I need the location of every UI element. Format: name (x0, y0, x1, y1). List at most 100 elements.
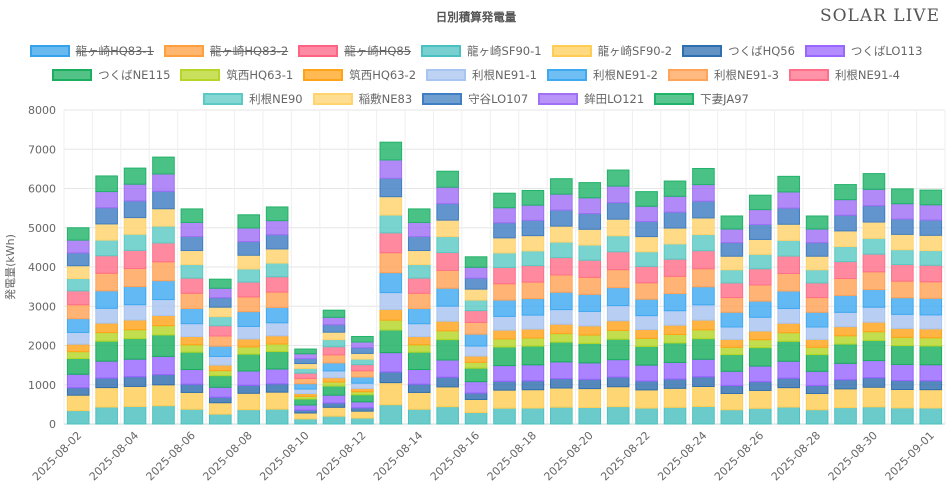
bar-segment-series-14[interactable] (635, 251, 658, 267)
bar-segment-series-14[interactable] (891, 249, 914, 266)
bar-segment-series-6[interactable] (351, 401, 374, 409)
bar-segment-series-3[interactable] (180, 408, 204, 425)
bar-stack[interactable] (407, 208, 431, 425)
bar-segment-series-11[interactable] (606, 287, 630, 307)
bar-segment-series-9[interactable] (891, 327, 914, 338)
bar-stack[interactable] (834, 184, 857, 425)
bar-segment-series-15[interactable] (123, 217, 147, 235)
bar-stack[interactable] (379, 141, 403, 425)
bar-segment-series-13[interactable] (748, 268, 772, 286)
bar-segment-series-4[interactable] (95, 387, 118, 408)
bar-segment-series-6[interactable] (748, 365, 772, 383)
bar-segment-series-7[interactable] (265, 351, 289, 370)
bar-segment-series-3[interactable] (379, 404, 403, 425)
bar-segment-series-17[interactable] (521, 204, 545, 221)
bar-segment-series-7[interactable] (379, 329, 403, 354)
bar-segment-series-6[interactable] (635, 364, 658, 382)
bar-segment-series-8[interactable] (862, 331, 886, 341)
bar-segment-series-5[interactable] (692, 376, 715, 388)
bar-segment-series-14[interactable] (663, 243, 687, 260)
bar-segment-series-12[interactable] (663, 275, 687, 295)
bar-segment-series-12[interactable] (748, 284, 772, 302)
bar-segment-series-14[interactable] (294, 367, 317, 374)
bar-stack[interactable] (123, 167, 147, 425)
bar-segment-series-3[interactable] (351, 417, 374, 425)
bar-segment-series-18[interactable] (663, 180, 687, 197)
bar-segment-series-14[interactable] (578, 244, 602, 261)
bar-segment-series-6[interactable] (265, 368, 289, 385)
bar-segment-series-16[interactable] (919, 219, 943, 236)
bar-segment-series-11[interactable] (663, 293, 687, 312)
bar-segment-series-5[interactable] (407, 383, 431, 393)
bar-segment-series-8[interactable] (521, 337, 545, 347)
bar-segment-series-16[interactable] (748, 224, 772, 240)
bar-segment-series-8[interactable] (805, 346, 829, 356)
bar-segment-series-15[interactable] (862, 221, 886, 239)
bar-segment-series-12[interactable] (294, 377, 317, 385)
bar-segment-series-5[interactable] (521, 380, 545, 391)
bar-segment-series-9[interactable] (635, 329, 658, 339)
bar-segment-series-8[interactable] (493, 338, 516, 348)
bar-segment-series-17[interactable] (66, 239, 90, 254)
bar-segment-series-8[interactable] (407, 344, 431, 353)
bar-segment-series-3[interactable] (891, 407, 914, 425)
legend-item-5[interactable]: つくばHQ56 (682, 43, 795, 59)
bar-segment-series-9[interactable] (692, 319, 715, 331)
bar-stack[interactable] (891, 188, 914, 425)
bar-segment-series-18[interactable] (436, 170, 459, 188)
bar-segment-series-4[interactable] (123, 385, 147, 407)
bar-segment-series-6[interactable] (919, 364, 943, 382)
bar-segment-series-3[interactable] (407, 408, 431, 425)
bar-segment-series-4[interactable] (237, 392, 261, 411)
bar-segment-series-4[interactable] (294, 412, 317, 420)
legend-item-9[interactable]: 筑西HQ63-2 (303, 67, 416, 83)
bar-segment-series-8[interactable] (692, 329, 715, 340)
bar-stack[interactable] (550, 178, 573, 425)
bar-segment-series-7[interactable] (237, 353, 261, 372)
bar-stack[interactable] (805, 215, 829, 425)
legend-item-6[interactable]: つくばLO113 (804, 43, 922, 59)
bar-segment-series-8[interactable] (237, 346, 261, 355)
bar-segment-series-18[interactable] (95, 175, 118, 193)
bar-segment-series-12[interactable] (919, 281, 943, 299)
bar-segment-series-18[interactable] (379, 141, 403, 161)
bar-segment-series-9[interactable] (123, 319, 147, 331)
bar-segment-series-18[interactable] (606, 169, 630, 187)
bar-segment-series-7[interactable] (322, 385, 346, 396)
bar-segment-series-5[interactable] (748, 381, 772, 391)
bar-segment-series-4[interactable] (748, 389, 772, 409)
bar-segment-series-10[interactable] (123, 304, 147, 321)
bar-segment-series-3[interactable] (209, 413, 232, 425)
bar-segment-series-14[interactable] (805, 269, 829, 284)
bar-stack[interactable] (777, 175, 800, 425)
bar-segment-series-9[interactable] (407, 336, 431, 346)
bar-segment-series-6[interactable] (209, 386, 232, 398)
bar-segment-series-5[interactable] (720, 385, 744, 394)
bar-segment-series-9[interactable] (237, 338, 261, 348)
bar-segment-series-12[interactable] (464, 321, 488, 335)
bar-segment-series-10[interactable] (692, 304, 715, 321)
bar-segment-series-6[interactable] (550, 361, 573, 380)
bar-segment-series-4[interactable] (152, 384, 175, 407)
bar-segment-series-17[interactable] (578, 197, 602, 215)
bar-segment-series-15[interactable] (919, 234, 943, 252)
bar-segment-series-14[interactable] (436, 236, 459, 254)
bar-segment-series-14[interactable] (464, 299, 488, 312)
bar-segment-series-3[interactable] (862, 406, 886, 425)
bar-segment-series-8[interactable] (891, 336, 914, 347)
bar-segment-series-8[interactable] (265, 343, 289, 353)
bar-segment-series-3[interactable] (606, 406, 630, 425)
legend-item-3[interactable]: 龍ヶ崎SF90-1 (421, 43, 542, 59)
bar-stack[interactable] (265, 206, 289, 425)
bar-segment-series-7[interactable] (351, 394, 374, 403)
bar-segment-series-8[interactable] (748, 339, 772, 349)
bar-segment-series-13[interactable] (322, 346, 346, 356)
bar-segment-series-12[interactable] (720, 297, 744, 313)
bar-segment-series-5[interactable] (777, 377, 800, 389)
bar-segment-series-7[interactable] (436, 339, 459, 361)
bar-segment-series-10[interactable] (436, 305, 459, 322)
bar-segment-series-17[interactable] (351, 341, 374, 349)
bar-segment-series-15[interactable] (663, 227, 687, 245)
bar-segment-series-16[interactable] (777, 207, 800, 225)
bar-segment-series-7[interactable] (919, 345, 943, 366)
